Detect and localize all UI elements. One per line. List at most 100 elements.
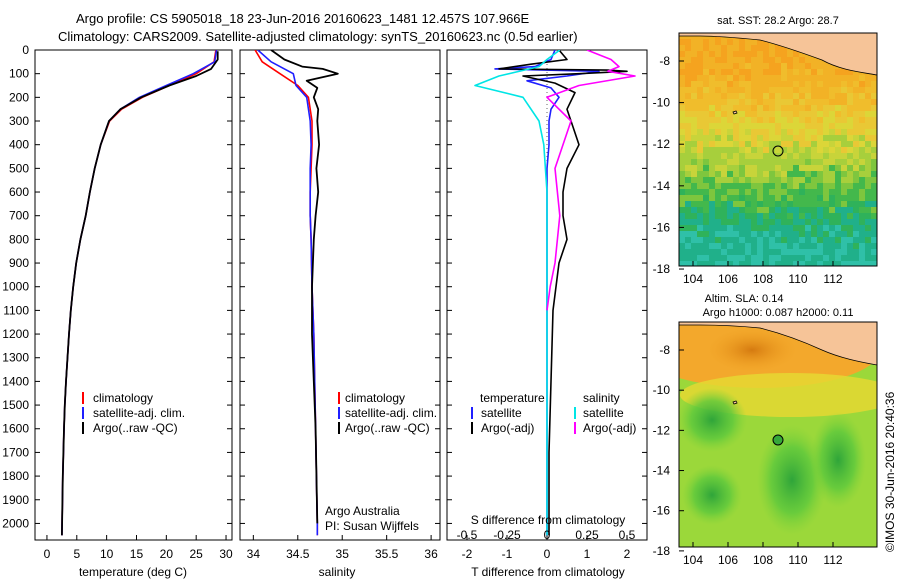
difference-x-tick-label: -1 bbox=[502, 547, 513, 561]
sst-cell bbox=[787, 189, 794, 196]
sst-cell bbox=[715, 141, 722, 148]
sst-cell bbox=[745, 51, 752, 58]
sst-cell bbox=[769, 243, 776, 250]
sst-cell bbox=[745, 261, 752, 266]
sst-cell bbox=[805, 81, 812, 88]
sst-cell bbox=[685, 237, 692, 244]
sst-cell bbox=[763, 249, 770, 256]
sst-cell bbox=[823, 171, 830, 178]
sst-cell bbox=[805, 255, 812, 262]
sst-cell bbox=[781, 237, 788, 244]
sst-cell bbox=[757, 147, 764, 154]
sst-cell bbox=[817, 63, 824, 70]
sst-cell bbox=[811, 135, 818, 142]
sst-cell bbox=[847, 243, 854, 250]
sst-cell bbox=[739, 177, 746, 184]
sla-high-core bbox=[707, 328, 797, 372]
sst-cell bbox=[691, 153, 698, 160]
sst-cell bbox=[757, 81, 764, 88]
sst-cell bbox=[769, 261, 776, 266]
sst-cell bbox=[763, 147, 770, 154]
sst-cell bbox=[751, 123, 758, 130]
sst-cell bbox=[859, 213, 866, 220]
sst-cell bbox=[841, 69, 848, 76]
sst-cell bbox=[703, 57, 710, 64]
sst-cell bbox=[721, 87, 728, 94]
sst-cell bbox=[811, 99, 818, 106]
sst-cell bbox=[847, 231, 854, 238]
sst-cell bbox=[685, 225, 692, 232]
sst-cell bbox=[739, 201, 746, 208]
java-coastline bbox=[679, 33, 877, 76]
sst-cell bbox=[799, 171, 806, 178]
s-difference-tick-label: -0.5 bbox=[457, 528, 478, 542]
sst-cell bbox=[811, 207, 818, 214]
sst-cell bbox=[841, 207, 848, 214]
sst-cell bbox=[769, 135, 776, 142]
sst-cell bbox=[865, 243, 872, 250]
sst-cell bbox=[781, 129, 788, 136]
sst-cell bbox=[763, 207, 770, 214]
sst-cell bbox=[763, 219, 770, 226]
sst-cell bbox=[703, 105, 710, 112]
sst-cell bbox=[727, 69, 734, 76]
sst-cell bbox=[805, 261, 812, 266]
sst-cell bbox=[709, 69, 716, 76]
sst-cell bbox=[745, 219, 752, 226]
sst-cell bbox=[787, 219, 794, 226]
sst-cell bbox=[739, 231, 746, 238]
sst-cell bbox=[757, 57, 764, 64]
sst-cell bbox=[733, 93, 740, 100]
sst-cell bbox=[871, 261, 877, 266]
sst-cell bbox=[865, 111, 872, 118]
sst-cell bbox=[757, 219, 764, 226]
series-line-argo-raw-qc- bbox=[270, 50, 339, 524]
sst-cell bbox=[781, 225, 788, 232]
sst-cell bbox=[841, 117, 848, 124]
sst-cell bbox=[811, 141, 818, 148]
sst-cell bbox=[739, 57, 746, 64]
sst-cell bbox=[739, 153, 746, 160]
sst-cell bbox=[715, 69, 722, 76]
sst-cell bbox=[793, 201, 800, 208]
sst-cell bbox=[835, 123, 842, 130]
sst-cell bbox=[853, 177, 860, 184]
sst-cell bbox=[799, 219, 806, 226]
sst-cell bbox=[817, 135, 824, 142]
sst-cell bbox=[805, 63, 812, 70]
sst-cell bbox=[739, 75, 746, 82]
sst-cell bbox=[721, 45, 728, 52]
sst-cell bbox=[739, 237, 746, 244]
sst-cell bbox=[835, 105, 842, 112]
sst-cell bbox=[871, 243, 877, 250]
sst-cell bbox=[691, 87, 698, 94]
temperature-x-tick-label: 30 bbox=[219, 547, 233, 561]
sst-cell bbox=[703, 159, 710, 166]
sst-cell bbox=[691, 69, 698, 76]
sst-cell bbox=[871, 225, 877, 232]
sst-cell bbox=[745, 243, 752, 250]
salinity-x-tick-label: 35.5 bbox=[375, 547, 399, 561]
sst-cell bbox=[757, 111, 764, 118]
sst-cell bbox=[859, 129, 866, 136]
salinity-x-tick-label: 36 bbox=[424, 547, 438, 561]
sst-cell bbox=[709, 201, 716, 208]
sst-cell bbox=[715, 219, 722, 226]
legend-label-s-argo: Argo(-adj) bbox=[583, 421, 636, 435]
sst-cell bbox=[823, 255, 830, 262]
sst-cell bbox=[853, 105, 860, 112]
sst-cell bbox=[763, 81, 770, 88]
sst-cell bbox=[709, 105, 716, 112]
sst-cell bbox=[835, 141, 842, 148]
sst-cell bbox=[721, 219, 728, 226]
sst-cell bbox=[679, 129, 686, 136]
sst-cell bbox=[691, 201, 698, 208]
sst-cell bbox=[871, 75, 877, 82]
sst-cell bbox=[853, 213, 860, 220]
sst-cell bbox=[781, 261, 788, 266]
sst-cell bbox=[769, 207, 776, 214]
sst-cell bbox=[745, 111, 752, 118]
salinity-plot-frame bbox=[239, 49, 441, 541]
sst-cell bbox=[679, 249, 686, 256]
